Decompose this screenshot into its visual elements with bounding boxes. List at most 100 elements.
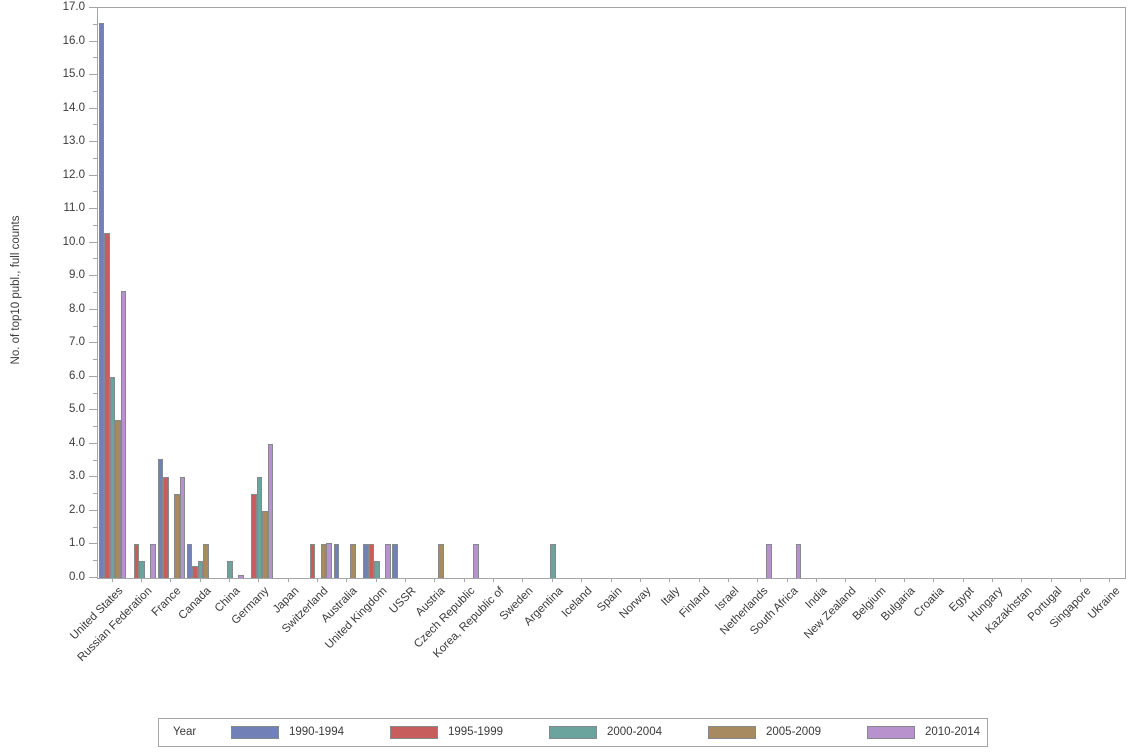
x-axis-tick [845, 578, 847, 582]
y-axis-minor-tick [93, 191, 97, 193]
x-axis-tick [1021, 578, 1023, 582]
y-tick-label: 2.0 [69, 503, 85, 516]
bar-1995-1999 [192, 566, 198, 578]
legend-title: Year [173, 726, 197, 738]
x-axis-tick [991, 578, 993, 582]
y-axis-major-tick [89, 174, 97, 176]
y-tick-label: 8.0 [69, 302, 85, 315]
y-axis-major-tick [89, 476, 97, 478]
y-axis-minor-tick [93, 493, 97, 495]
bar-2010-2014 [326, 542, 332, 578]
bar-2005-2009 [320, 544, 327, 578]
bar-2000-2004 [256, 477, 263, 578]
y-axis-minor-tick [93, 426, 97, 428]
bar-1990-1994 [333, 544, 340, 578]
bar-1995-1999 [104, 232, 110, 578]
x-axis-tick [375, 578, 377, 582]
y-axis-major-tick [89, 509, 97, 511]
x-axis-tick [141, 578, 142, 582]
bar-2005-2009 [115, 420, 121, 578]
legend-swatch-1995-1999 [390, 726, 438, 739]
bar-2000-2004 [197, 561, 204, 578]
y-axis-minor-tick [93, 224, 97, 226]
legend-label: 2010-2014 [925, 726, 980, 738]
bar-1995-1999 [251, 494, 257, 578]
y-axis-major-tick [89, 40, 97, 42]
y-axis-minor-tick [93, 258, 97, 260]
x-axis-tick [698, 578, 700, 582]
x-axis-tick [317, 578, 319, 582]
legend-swatch-2000-2004 [549, 726, 597, 739]
bar-2010-2014 [120, 291, 127, 578]
legend-label: 2005-2009 [766, 726, 821, 738]
y-axis-minor-tick [93, 57, 97, 59]
y-axis-minor-tick [93, 90, 97, 92]
y-axis-minor-tick [93, 359, 97, 361]
y-tick-label: 4.0 [69, 436, 85, 449]
bar-2000-2004 [139, 561, 145, 578]
y-tick-label: 6.0 [69, 369, 85, 382]
x-axis-tick [757, 578, 759, 582]
bar-2010-2014 [150, 544, 156, 578]
x-axis-tick [727, 578, 729, 582]
bar-2010-2014 [238, 574, 244, 578]
y-axis-minor-tick [93, 526, 97, 528]
x-axis-tick [639, 578, 641, 582]
bar-1990-1994 [186, 544, 193, 578]
bar-1990-1994 [98, 23, 105, 578]
legend-swatch-2005-2009 [708, 726, 756, 739]
y-tick-label: 10.0 [62, 235, 85, 248]
y-tick-label: 14.0 [62, 101, 85, 114]
y-axis-major-tick [89, 308, 97, 310]
legend-swatch-1990-1994 [231, 726, 279, 739]
x-axis-tick [229, 578, 231, 582]
bar-2000-2004 [374, 561, 380, 578]
y-tick-label: 5.0 [69, 403, 85, 416]
y-tick-label: 17.0 [62, 1, 85, 13]
bar-1990-1994 [363, 544, 369, 578]
x-axis-tick [1079, 578, 1081, 582]
y-axis-minor-tick [93, 459, 97, 461]
x-axis-tick [170, 578, 172, 582]
y-axis-major-tick [89, 442, 97, 444]
y-axis-major-tick [89, 543, 97, 545]
y-axis-major-tick [89, 208, 97, 210]
x-axis-tick [258, 578, 260, 582]
y-axis-minor-tick [93, 560, 97, 562]
y-axis-minor-tick [93, 157, 97, 159]
bar-1995-1999 [368, 544, 374, 578]
bar-1990-1994 [392, 544, 398, 578]
y-axis-major-tick [89, 107, 97, 109]
bar-2005-2009 [438, 544, 444, 578]
x-axis-tick [933, 578, 935, 582]
bar-2000-2004 [550, 544, 556, 578]
x-axis-tick [434, 578, 436, 582]
bar-2000-2004 [227, 561, 233, 578]
y-axis-minor-tick [93, 23, 97, 25]
y-tick-label: 1.0 [69, 537, 85, 550]
x-axis-tick [405, 578, 407, 582]
legend-label: 2000-2004 [607, 726, 662, 738]
y-axis-minor-tick [93, 292, 97, 293]
bar-2010-2014 [179, 477, 186, 578]
bar-2010-2014 [766, 544, 772, 578]
y-tick-label: 9.0 [69, 269, 85, 282]
y-axis-minor-tick [93, 124, 97, 126]
bar-1990-1994 [157, 458, 164, 578]
x-axis-tick [669, 578, 671, 582]
y-axis-major-tick [89, 375, 97, 377]
bar-2005-2009 [350, 544, 356, 578]
x-axis-tick [903, 578, 905, 582]
x-axis-tick [493, 578, 495, 582]
bar-2010-2014 [385, 544, 391, 578]
x-axis-tick [815, 578, 817, 582]
bar-2000-2004 [109, 376, 116, 578]
x-axis-tick [463, 578, 465, 582]
bar-2010-2014 [795, 544, 802, 578]
x-axis-tick [199, 578, 201, 582]
y-axis-major-tick [89, 74, 97, 76]
bar-1995-1999 [133, 544, 140, 578]
bar-2010-2014 [267, 443, 274, 578]
plot-area [97, 7, 1126, 579]
